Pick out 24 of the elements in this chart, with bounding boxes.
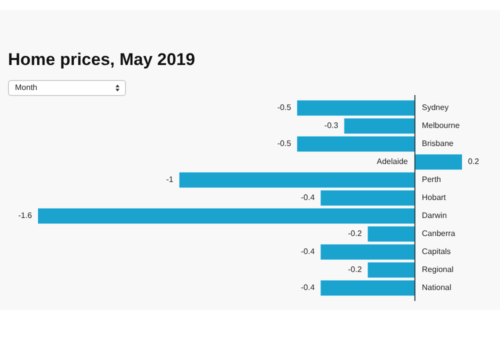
y-tick-label: Perth (422, 175, 442, 184)
data-label: -0.4 (300, 283, 316, 292)
data-label: -0.4 (300, 247, 316, 256)
data-label: 0.2 (468, 157, 480, 166)
data-label: -0.5 (277, 139, 292, 148)
y-tick-label: Melbourne (422, 121, 460, 130)
data-label: -0.4 (300, 193, 316, 202)
y-tick-label: Regional (422, 265, 454, 274)
data-label: -1 (166, 175, 174, 184)
y-tick-label: Capitals (422, 247, 451, 256)
y-tick-label: Sydney (422, 103, 449, 112)
data-label: -0.2 (348, 265, 362, 274)
chart-title: Home prices, May 2019 (8, 50, 196, 70)
data-label: -0.3 (324, 121, 339, 130)
y-tick-label: Brisbane (422, 139, 454, 148)
y-tick-label: Adelaide (376, 157, 408, 166)
y-tick-label: Darwin (422, 211, 447, 220)
data-label: -0.5 (277, 103, 292, 112)
data-label: -1.6 (18, 211, 33, 220)
y-tick-label: National (422, 283, 452, 292)
y-tick-label: Hobart (422, 193, 447, 202)
text: Month (15, 83, 38, 92)
data-label: -0.2 (348, 229, 362, 238)
y-tick-label: Canberra (422, 229, 456, 238)
